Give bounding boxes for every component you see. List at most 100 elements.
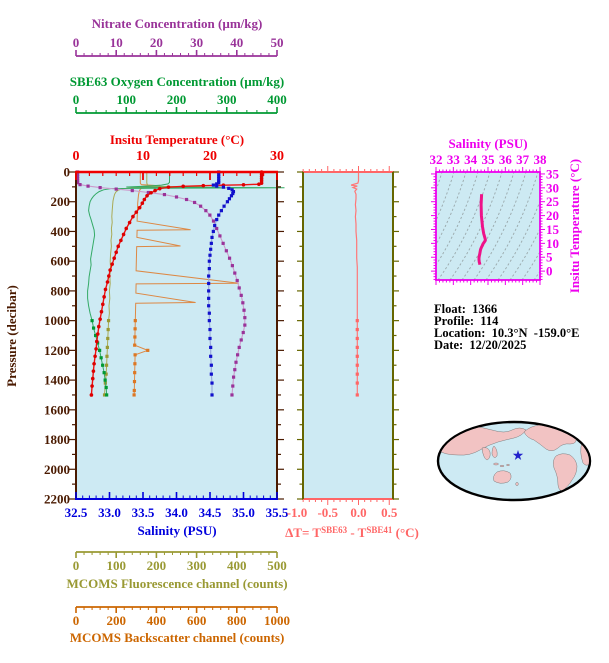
map-island <box>515 482 519 486</box>
nitrate-marker <box>211 219 216 223</box>
fluorescence-marker <box>105 345 109 349</box>
nitrate-marker <box>236 353 240 357</box>
nitrate-marker <box>184 197 189 202</box>
float-location-star-marker <box>512 450 524 460</box>
fluorescence-marker <box>104 372 108 376</box>
map-continent <box>580 441 589 466</box>
temperature-marker <box>99 309 104 314</box>
pressure-tick-label: 400 <box>51 224 71 239</box>
nitrate-marker <box>227 256 232 260</box>
temperature-marker <box>257 182 261 186</box>
ts-curve <box>477 194 487 266</box>
ts-temperature-tick-label: 0 <box>546 264 553 279</box>
float-id-line: Float: 1366 <box>434 302 497 316</box>
oxygen-marker <box>104 385 108 390</box>
nitrate-marker <box>76 181 80 185</box>
salinity-tick-label: 33.0 <box>98 505 121 520</box>
salinity-marker <box>208 327 212 332</box>
isopycnal-contour-line <box>436 172 467 246</box>
profile-series <box>76 170 285 397</box>
temperature-marker <box>95 332 100 336</box>
backscatter-marker <box>132 388 136 393</box>
isopycnal-contour-line <box>497 199 540 280</box>
salinity-marker <box>215 182 219 186</box>
nitrate-marker <box>239 293 243 297</box>
salinity-marker <box>211 229 215 234</box>
nitrate-axis-title: Nitrate Concentration (µm/kg) <box>92 16 263 31</box>
ts-temperature-tick-label: 5 <box>546 250 553 265</box>
ts-temperature-tick-label: 35 <box>546 166 560 181</box>
pressure-tick-label: 1600 <box>44 402 70 417</box>
salinity-marker <box>229 194 234 198</box>
salinity-marker <box>207 267 211 271</box>
salinity-marker <box>227 186 231 190</box>
salinity-marker <box>210 235 214 239</box>
world-map <box>436 420 592 502</box>
oxygen-tick-label: 100 <box>117 92 137 107</box>
map-continent <box>561 423 573 432</box>
oxygen-marker <box>103 378 107 382</box>
salinity-tick-label: 33.5 <box>132 505 155 520</box>
fluorescence-tick-label: 0 <box>73 558 80 573</box>
fluorescence-marker <box>106 336 110 341</box>
temperature-marker <box>201 183 206 188</box>
salinity-tick-label: 35.0 <box>232 505 255 520</box>
profile-number-line: Profile: 114 <box>434 314 499 328</box>
salinity-marker <box>217 177 221 181</box>
pressure-tick-label: 2000 <box>44 462 70 477</box>
nitrate-marker <box>243 323 247 327</box>
fluorescence-ruler: 0 100 200 300 400 500 <box>73 551 287 573</box>
oxygen-marker <box>101 363 105 367</box>
temperature-marker <box>119 238 123 243</box>
temperature-marker <box>96 324 101 329</box>
isopycnal-contour-line <box>436 172 455 222</box>
fluorescence-axis-title: MCOMS Fluorescence channel (counts) <box>66 576 287 591</box>
temperature-marker <box>116 244 121 249</box>
temperature-marker <box>103 287 108 292</box>
oxygen-marker <box>90 319 94 323</box>
nitrate-tick-label: 50 <box>271 35 284 50</box>
temperature-marker <box>91 369 96 373</box>
backscatter-tick-label: 800 <box>227 613 247 628</box>
nitrate-marker <box>215 226 219 231</box>
nitrate-marker <box>174 195 179 199</box>
nitrate-marker <box>204 209 208 213</box>
salinity-marker <box>211 183 215 187</box>
salinity-tick-label: 35.5 <box>266 505 289 520</box>
nitrate-tick-label: 20 <box>150 35 163 50</box>
profile-plot-axes: 0200400600800100012001400160018002000220… <box>44 149 289 520</box>
temperature-marker <box>134 210 139 214</box>
isopycnal-contour-line <box>473 172 527 280</box>
temperature-marker <box>142 197 147 202</box>
pressure-tick-label: 1000 <box>44 313 70 328</box>
nitrate-marker <box>76 177 80 181</box>
salinity-marker <box>207 319 211 323</box>
isopycnal-contour-line <box>436 172 443 192</box>
salinity-marker <box>209 241 213 245</box>
salinity-marker <box>213 223 217 228</box>
map-continent <box>553 453 578 491</box>
oxygen-marker <box>99 356 103 360</box>
nitrate-marker <box>234 360 238 364</box>
isopycnal-contour-line <box>558 172 609 280</box>
nitrate-marker <box>235 278 239 283</box>
ts-temperature-tick-label: 25 <box>546 194 560 209</box>
pressure-tick-label: 1200 <box>44 343 70 358</box>
delta-t-axis-title: ΔT= TSBE63 - TSBE41 (°C) <box>285 525 419 540</box>
pressure-tick-label: 0 <box>64 165 71 180</box>
oxygen-marker <box>93 333 98 338</box>
salinity-marker <box>210 393 214 397</box>
temperature-marker <box>94 347 98 351</box>
pressure-tick-label: 800 <box>51 283 71 298</box>
nitrate-marker <box>76 172 80 176</box>
ts-temperature-tick-label: 10 <box>546 236 559 251</box>
profile-plot-area <box>76 172 277 499</box>
pressure-tick-label: 1800 <box>44 432 70 447</box>
backscatter-tick-label: 1000 <box>264 613 290 628</box>
salinity-marker <box>222 204 226 208</box>
nitrate-marker <box>78 183 82 187</box>
temperature-marker <box>102 295 106 299</box>
backscatter-ruler: 0 200 400 600 800 1000 <box>73 606 290 628</box>
nitrate-marker <box>230 393 234 397</box>
